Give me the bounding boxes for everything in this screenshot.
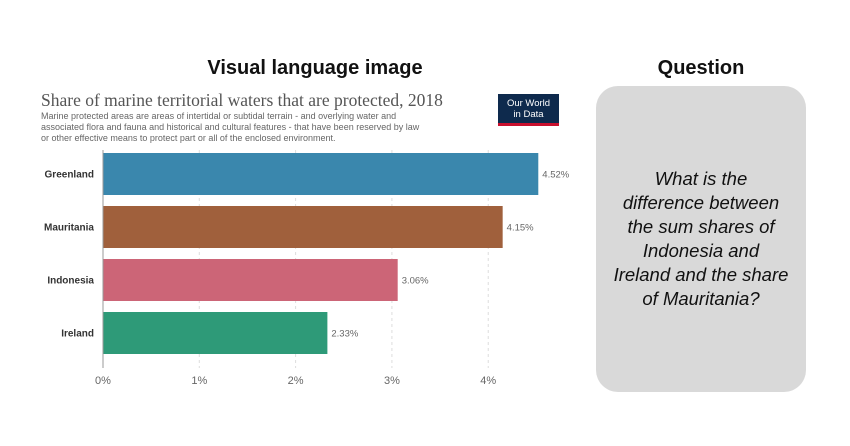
our-world-in-data-logo: Our World in Data: [498, 94, 559, 126]
chart-subtitle: Marine protected areas are areas of inte…: [41, 111, 420, 143]
tick-label-1: 1%: [191, 375, 207, 387]
value-label-ireland: 2.33%: [331, 329, 358, 340]
question-heading: Question: [657, 57, 745, 79]
question-box: What is the difference between the sum s…: [596, 86, 806, 392]
bar-chart: 0% 1% 2% 3% 4% Greenland 4.52% Mauritania 4.15% I…: [44, 150, 570, 387]
bar-greenland: [103, 153, 539, 195]
tick-label-0: 0%: [95, 375, 111, 387]
bar-mauritania: [103, 206, 503, 248]
value-label-mauritania: 4.15%: [507, 223, 534, 234]
chart-panel: 0% 1% 2% 3% 4% Greenland 4.52% Mauritania 4.15% I…: [30, 86, 570, 396]
tick-label-3: 3%: [384, 375, 400, 387]
visual-language-heading: Visual language image: [207, 57, 423, 79]
bar-indonesia: [103, 259, 398, 301]
category-label-indonesia: Indonesia: [47, 276, 94, 287]
logo-line-2: in Data: [513, 109, 544, 120]
category-label-greenland: Greenland: [45, 170, 94, 181]
value-label-indonesia: 3.06%: [402, 276, 429, 287]
chart-title: Share of marine territorial waters that …: [41, 90, 443, 110]
category-label-ireland: Ireland: [61, 329, 94, 340]
category-label-mauritania: Mauritania: [44, 223, 94, 234]
bar-ireland: [103, 312, 328, 354]
logo-line-1: Our World: [506, 98, 551, 109]
question-text: What is the difference between the sum s…: [613, 168, 789, 309]
tick-label-2: 2%: [288, 375, 304, 387]
value-label-greenland: 4.52%: [542, 170, 569, 181]
tick-label-4: 4%: [480, 375, 496, 387]
